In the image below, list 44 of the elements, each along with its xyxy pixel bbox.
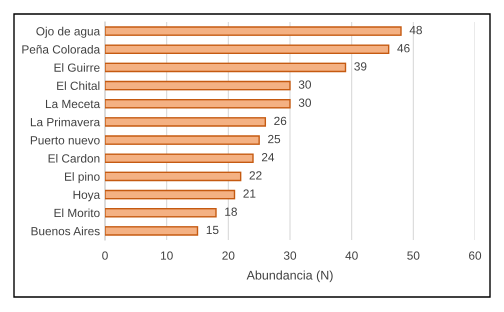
y-tick-label: Puerto nuevo xyxy=(30,136,100,144)
y-tick-label: El Chital xyxy=(57,81,100,90)
x-tick-label: 0 xyxy=(102,251,108,260)
bar xyxy=(105,80,291,90)
y-tick-label: El Morito xyxy=(54,208,100,218)
x-tick-label: 50 xyxy=(407,251,420,260)
data-label: 30 xyxy=(298,80,312,89)
y-tick-label: La Meceta xyxy=(46,100,100,108)
data-label: 30 xyxy=(298,98,312,107)
bar xyxy=(105,44,390,54)
y-tick-label: El Cardon xyxy=(48,154,100,163)
y-tick-label: El Guirre xyxy=(54,63,100,72)
data-label: 24 xyxy=(262,153,274,162)
bar xyxy=(105,226,198,236)
y-tick-label: El pino xyxy=(65,172,100,184)
y-tick-label: Hoya xyxy=(74,190,100,202)
data-label: 46 xyxy=(397,44,410,52)
bar xyxy=(105,26,402,36)
x-tick-label: 20 xyxy=(222,251,234,260)
bar xyxy=(105,98,291,109)
x-tick-label: 40 xyxy=(345,251,358,260)
data-label: 18 xyxy=(225,208,237,216)
data-label: 21 xyxy=(243,189,256,198)
bar xyxy=(105,153,254,164)
data-label: 39 xyxy=(354,62,366,71)
data-label: 15 xyxy=(206,226,218,234)
x-tick-label: 10 xyxy=(161,251,173,260)
y-tick-label: Ojo de agua xyxy=(36,26,100,38)
bar xyxy=(105,62,346,72)
bar xyxy=(105,135,260,145)
x-tick-label: 60 xyxy=(469,251,482,260)
data-label: 25 xyxy=(268,134,280,144)
data-label: 48 xyxy=(410,26,422,34)
bar xyxy=(105,117,266,127)
data-label: 26 xyxy=(274,116,286,126)
y-tick-label: La Primavera xyxy=(30,118,100,126)
x-tick-label: 30 xyxy=(284,251,296,260)
bar xyxy=(105,208,217,218)
y-tick-label: Buenos Aires xyxy=(32,226,100,236)
y-tick-label: Peña Colorada xyxy=(22,44,100,54)
bar xyxy=(105,172,242,182)
data-label: 22 xyxy=(250,171,262,180)
x-axis-title: Abundancia (N) xyxy=(246,270,333,282)
bar xyxy=(105,190,236,200)
